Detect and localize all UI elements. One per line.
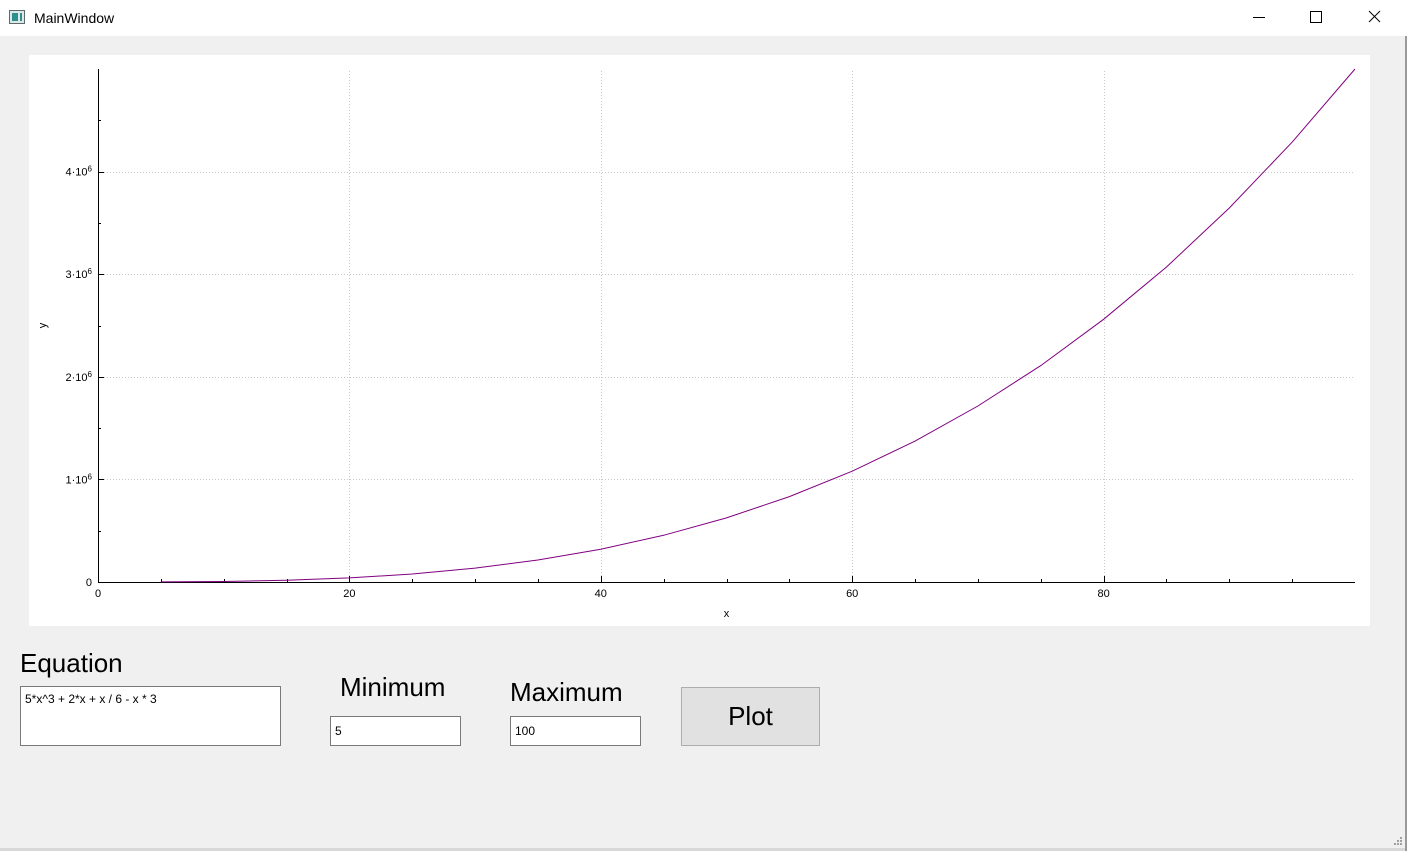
y-tick-label: 2·106 [66, 370, 93, 384]
title-bar[interactable]: MainWindow [0, 0, 1407, 36]
y-tick-label: 3·106 [66, 267, 93, 281]
window-border-bottom [0, 848, 1405, 851]
minimize-icon [1253, 17, 1265, 18]
maximum-label: Maximum [510, 677, 623, 707]
plot-button[interactable]: Plot [681, 687, 820, 746]
window-title: MainWindow [34, 10, 115, 26]
x-tick-label: 60 [846, 588, 858, 600]
x-tick-label: 20 [343, 588, 355, 600]
maximize-icon [1310, 11, 1322, 23]
y-tick-label: 0 [86, 577, 92, 589]
app-icon [9, 10, 25, 24]
y-tick-label: 4·106 [66, 165, 93, 179]
close-button[interactable] [1346, 0, 1404, 34]
window-border-right [1405, 36, 1407, 851]
x-tick-label: 40 [595, 588, 607, 600]
close-icon [1368, 10, 1381, 23]
y-axis-label: y [37, 322, 49, 328]
plot-area: 0 20 40 60 80 0 1·106 2·106 3·106 4·106 x y [29, 55, 1370, 626]
chart-svg: 0 20 40 60 80 0 1·106 2·106 3·106 4·106 x y [37, 68, 1356, 620]
equation-input[interactable]: 5*x^3 + 2*x + x / 6 - x * 3 [20, 686, 281, 746]
y-tick-label: 1·106 [66, 472, 93, 486]
equation-label: Equation [20, 648, 123, 678]
x-tick-label: 0 [95, 588, 101, 600]
maximum-input[interactable] [510, 716, 641, 746]
x-axis-label: x [724, 608, 730, 620]
x-tick-label: 80 [1097, 588, 1109, 600]
minimize-button[interactable] [1230, 0, 1288, 34]
resize-grip-icon[interactable] [1393, 836, 1403, 846]
series-line [160, 68, 1356, 583]
maximize-button[interactable] [1288, 0, 1346, 34]
minimum-input[interactable] [330, 716, 461, 746]
minimum-label: Minimum [340, 672, 446, 702]
